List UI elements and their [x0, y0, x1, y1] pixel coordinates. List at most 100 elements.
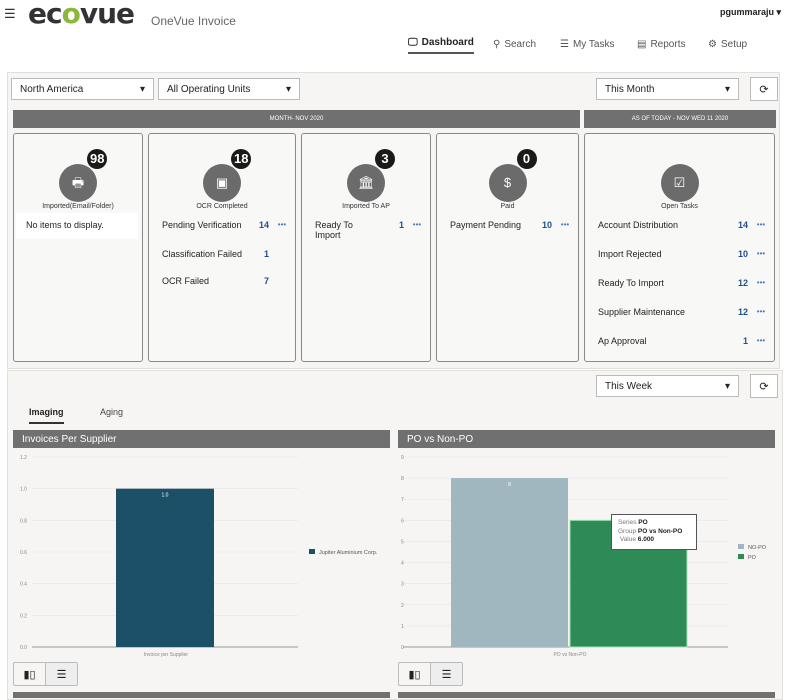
tab-aging[interactable]: Aging: [100, 407, 124, 417]
list-item[interactable]: Classification Failed 1: [149, 249, 295, 259]
tooltip-key: Group: [618, 527, 637, 535]
chart-title: PO vs Non-PO: [398, 430, 775, 448]
printer-icon-circle: 🖶: [59, 164, 97, 202]
row-label: Pending Verification: [162, 220, 242, 230]
y-tick-label: 5: [401, 539, 404, 545]
list-item[interactable]: OCR Failed 7: [149, 276, 295, 286]
refresh-button[interactable]: ⟳: [750, 374, 778, 398]
count-badge: 98: [87, 149, 108, 169]
row-value[interactable]: 1: [263, 249, 269, 259]
y-tick-label: 0.8: [20, 518, 27, 524]
list-item[interactable]: Pending Verification 14 •••: [149, 220, 295, 230]
row-label: Ap Approval: [598, 336, 647, 346]
vertical-bar-icon[interactable]: ▮▯: [408, 668, 421, 681]
clipboard-checklist-icon: ☑: [673, 175, 686, 190]
card-paid[interactable]: $0 Paid Payment Pending 10 •••: [436, 133, 579, 362]
next-chart-header: [398, 692, 775, 698]
horizontal-bar-icon[interactable]: ☰: [45, 663, 77, 685]
region-value: North America: [20, 83, 84, 95]
more-icon[interactable]: •••: [756, 278, 766, 287]
tab-imaging[interactable]: Imaging: [29, 407, 64, 424]
bar-no-po: [451, 478, 568, 647]
menu-icon[interactable]: ☰: [4, 6, 16, 21]
row-value[interactable]: 14: [737, 220, 748, 230]
vertical-bar-icon[interactable]: ▮▯: [23, 668, 36, 681]
tooltip-key: Value: [619, 536, 636, 543]
document-scan-icon-circle: ▣: [203, 164, 241, 202]
nav-search[interactable]: ⚲ Search: [493, 34, 536, 54]
caret-down-icon: ▾: [285, 83, 291, 95]
week-value: This Week: [605, 380, 653, 392]
list-item[interactable]: Account Distribution 14 •••: [585, 220, 774, 230]
refresh-icon: ⟳: [759, 380, 769, 393]
chart-type-toggle[interactable]: ▮▯ ☰: [398, 662, 463, 686]
more-icon[interactable]: •••: [756, 307, 766, 316]
refresh-button[interactable]: ⟳: [750, 77, 778, 101]
nav-label: Setup: [720, 38, 748, 50]
y-tick-label: 1.2: [20, 455, 27, 461]
row-value[interactable]: 1: [742, 336, 748, 346]
operating-unit-select[interactable]: All Operating Units ▾: [158, 78, 300, 100]
row-value[interactable]: 7: [263, 276, 269, 286]
chart-type-toggle[interactable]: ▮▯ ☰: [13, 662, 78, 686]
row-label: Payment Pending: [450, 220, 522, 230]
card-imported[interactable]: 🖶 98 Imported(Email/Folder) No items to d…: [13, 133, 143, 362]
more-icon[interactable]: •••: [412, 220, 422, 229]
report-icon: ▤: [637, 38, 647, 50]
y-tick-label: 7: [401, 497, 404, 503]
card-label: Paid: [500, 203, 515, 210]
row-value[interactable]: 12: [737, 278, 748, 288]
count-badge: 3: [375, 149, 395, 169]
bar-jupiter-aluminium-corp-: [116, 488, 214, 647]
period-select[interactable]: This Month ▾: [596, 78, 739, 100]
list-item[interactable]: Ap Approval 1 •••: [585, 336, 774, 346]
week-select[interactable]: This Week ▾: [596, 375, 739, 397]
more-icon[interactable]: •••: [756, 220, 766, 229]
app-name: OneVue Invoice: [151, 14, 236, 28]
gear-icon: ⚙: [708, 38, 717, 50]
card-ocr-completed[interactable]: ▣ 18 OCR Completed Pending Verification 14…: [148, 133, 296, 362]
y-tick-label: 0.2: [20, 613, 27, 619]
card-label: Imported To AP: [342, 203, 390, 210]
x-tick-label: Invoice per Supplier: [144, 652, 189, 658]
more-icon[interactable]: •••: [560, 220, 570, 229]
caret-down-icon: ▾: [724, 380, 730, 392]
caret-down-icon: ▾: [139, 83, 145, 95]
row-value[interactable]: 1: [398, 220, 404, 230]
row-value[interactable]: 12: [737, 307, 748, 317]
nav-reports[interactable]: ▤ Reports: [637, 34, 685, 54]
list-item[interactable]: Ready To Import 12 •••: [585, 278, 774, 288]
card-imported-to-ap[interactable]: 🏛 3 Imported To AP Ready To Import 1 •••: [301, 133, 431, 362]
more-icon[interactable]: •••: [756, 336, 766, 345]
today-banner: AS OF TODAY - NOV WED 11 2020: [584, 110, 776, 128]
horizontal-bar-icon[interactable]: ☰: [430, 663, 462, 685]
card-open-tasks[interactable]: ☑ Open Tasks Account Distribution 14 ••• I…: [584, 133, 775, 362]
printer-icon: 🖶: [71, 175, 85, 190]
nav-my-tasks[interactable]: ☰ My Tasks: [560, 34, 614, 54]
nav-dashboard[interactable]: 🖵 Dashboard: [408, 34, 474, 54]
month-banner: MONTH- NOV 2020: [13, 110, 580, 128]
row-value[interactable]: 10: [737, 249, 748, 259]
list-item[interactable]: Import Rejected 10 •••: [585, 249, 774, 259]
tooltip-key: Series: [618, 519, 637, 526]
list-item[interactable]: Ready To Import 1 •••: [302, 220, 430, 240]
row-value[interactable]: 14: [258, 220, 269, 230]
card-label: Imported(Email/Folder): [42, 203, 114, 210]
list-item[interactable]: Supplier Maintenance 12 •••: [585, 307, 774, 317]
clipboard-checklist-icon-circle: ☑: [660, 164, 699, 202]
payment-document-icon-circle: $: [488, 164, 527, 202]
region-select[interactable]: North America ▾: [11, 78, 154, 100]
more-icon[interactable]: •••: [277, 220, 287, 229]
row-label: OCR Failed: [162, 276, 210, 286]
more-icon[interactable]: •••: [756, 249, 766, 258]
row-label: Classification Failed: [162, 249, 243, 259]
document-scan-icon: ▣: [215, 175, 229, 190]
card-label: Open Tasks: [661, 203, 698, 210]
list-item[interactable]: Payment Pending 10 •••: [437, 220, 578, 230]
row-value[interactable]: 10: [541, 220, 552, 230]
user-menu[interactable]: pgummaraju ▾: [719, 7, 781, 17]
nav-setup[interactable]: ⚙ Setup: [708, 34, 747, 54]
payment-document-icon: $: [503, 175, 512, 190]
legend-label: NO-PO: [748, 545, 767, 551]
